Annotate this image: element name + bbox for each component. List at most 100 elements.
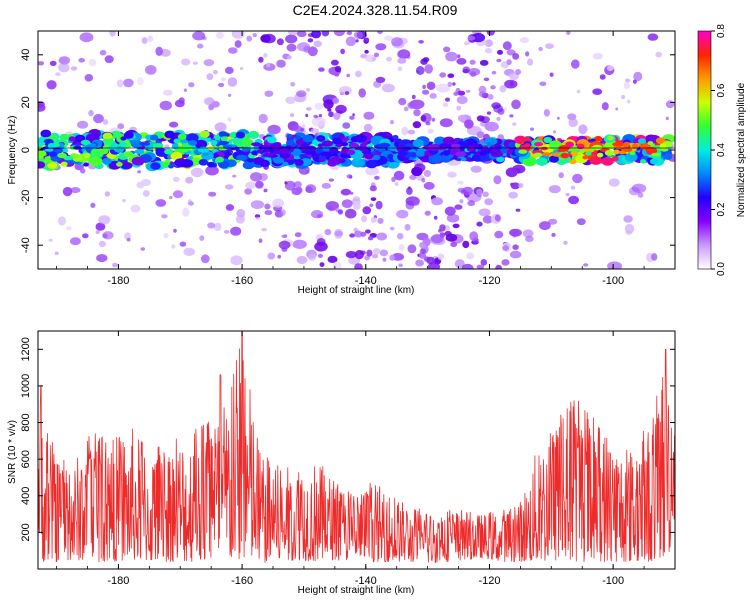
band-blob xyxy=(199,130,210,138)
scatter-blob xyxy=(502,41,512,51)
scatter-blob xyxy=(547,218,558,225)
band-blob xyxy=(638,138,646,145)
scatter-blob xyxy=(214,122,227,132)
band-blob xyxy=(332,137,342,145)
scatter-blob xyxy=(276,59,286,68)
scatter-blob xyxy=(314,241,328,252)
scatter-blob xyxy=(624,223,635,234)
scatter-blob xyxy=(205,165,219,176)
scatter-blob xyxy=(102,231,114,240)
scatter-blob xyxy=(404,223,411,231)
scatter-blob xyxy=(421,178,426,183)
scatter-blob xyxy=(364,37,370,42)
scatter-blob xyxy=(122,199,126,203)
band-blob xyxy=(211,153,220,159)
band-blob xyxy=(412,139,424,148)
scatter-blob xyxy=(188,82,195,88)
band-core-blob xyxy=(251,142,261,147)
scatter-blob xyxy=(487,94,494,100)
scatter-blob xyxy=(390,120,394,125)
band-blob xyxy=(177,133,187,140)
scatter-blob xyxy=(539,221,551,231)
scatter-blob xyxy=(463,41,470,46)
scatter-blob xyxy=(570,185,576,190)
band-core-blob xyxy=(623,141,630,148)
scatter-blob xyxy=(264,90,274,97)
scatter-blob xyxy=(472,237,479,243)
scatter-blob xyxy=(313,40,322,48)
scatter-blob xyxy=(373,248,381,255)
scatter-blob xyxy=(334,65,342,73)
scatter-blob xyxy=(317,253,323,258)
scatter-blob xyxy=(239,67,244,70)
scatter-blob xyxy=(285,34,298,44)
scatter-blob xyxy=(278,240,291,250)
scatter-blob xyxy=(401,126,409,136)
scatter-blob xyxy=(93,113,104,124)
band-blob xyxy=(247,130,260,139)
scatter-blob xyxy=(422,89,430,95)
scatter-blob xyxy=(353,201,361,211)
scatter-blob xyxy=(171,244,176,249)
scatter-blob xyxy=(375,200,383,210)
scatter-blob xyxy=(572,173,583,184)
band-core-blob xyxy=(44,148,54,152)
scatter-blob xyxy=(454,259,465,269)
band-blob xyxy=(594,135,603,142)
scatter-blob xyxy=(461,263,474,269)
scatter-blob xyxy=(391,253,405,261)
snr-y-axis-label: SNR (10 * v/v) xyxy=(7,420,18,484)
band-core-blob xyxy=(129,139,138,145)
scatter-blob xyxy=(260,34,271,43)
x-tick-label: -140 xyxy=(355,275,377,287)
scatter-blob xyxy=(665,100,675,109)
scatter-blob xyxy=(137,170,142,174)
scatter-blob xyxy=(525,235,534,243)
scatter-blob xyxy=(103,119,109,125)
scatter-blob xyxy=(246,35,252,42)
scatter-blob xyxy=(313,114,319,119)
band-core-blob xyxy=(272,143,282,149)
band-blob xyxy=(247,158,254,163)
scatter-blob xyxy=(363,111,375,120)
scatter-blob xyxy=(308,253,316,261)
colorbar-ticks: 0.0 0.2 0.4 0.6 0.8 xyxy=(711,24,727,276)
band-blob xyxy=(395,138,402,144)
scatter-blob xyxy=(192,61,198,65)
scatter-blob xyxy=(328,178,335,182)
scatter-blob xyxy=(264,210,273,216)
scatter-blob xyxy=(99,49,107,56)
snr-frame xyxy=(37,330,676,570)
band-blob xyxy=(229,132,237,138)
scatter-blob xyxy=(493,175,502,185)
scatter-blob xyxy=(495,264,502,269)
scatter-blob xyxy=(324,228,332,236)
scatter-blob xyxy=(469,59,476,65)
band-blob xyxy=(61,148,69,153)
band-blob xyxy=(116,162,123,167)
band-blob xyxy=(543,136,552,144)
scatter-blob xyxy=(371,56,377,62)
scatter-blob xyxy=(281,247,288,252)
scatter-blob xyxy=(323,99,334,110)
scatter-blob xyxy=(419,252,426,259)
colorbar-tick-label: 0.4 xyxy=(716,143,727,157)
scatter-blob xyxy=(445,97,450,102)
scatter-blob xyxy=(370,197,377,202)
band-core-blob xyxy=(188,140,198,146)
scatter-blob xyxy=(316,214,323,218)
band-blob xyxy=(240,139,253,148)
scatter-blob xyxy=(286,43,297,52)
scatter-blob xyxy=(292,239,307,249)
scatter-blob xyxy=(340,48,345,55)
scatter-blob xyxy=(342,122,351,129)
band-core-blob xyxy=(262,153,274,158)
scatter-blob xyxy=(452,223,460,229)
scatter-blob xyxy=(163,233,169,239)
scatter-blob xyxy=(621,94,626,100)
scatter-blob xyxy=(88,58,97,67)
scatter-blob xyxy=(255,216,261,221)
scatter-blob xyxy=(161,214,168,219)
scatter-blob xyxy=(486,31,495,36)
band-blob xyxy=(647,141,654,146)
